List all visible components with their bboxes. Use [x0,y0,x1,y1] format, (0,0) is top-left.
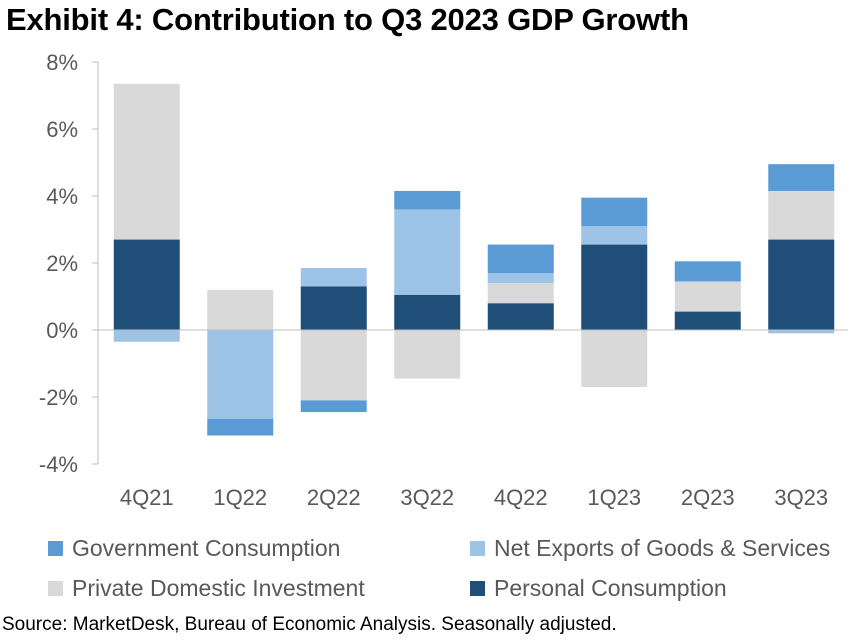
legend-swatch-personal-consumption [470,580,485,596]
bar-government-consumption-2q23 [674,261,741,282]
bar-private-domestic-investment-2q23 [674,281,741,312]
bar-private-domestic-investment-3q22 [394,330,461,379]
y-tick-label: -2% [39,385,78,410]
x-tick-label: 4Q22 [494,485,548,510]
bar-private-domestic-investment-1q23 [581,330,648,387]
bar-private-domestic-investment-2q22 [300,330,367,401]
legend-item-private-domestic-investment: Private Domestic Investment [48,573,365,603]
bar-net-exports-of-goods-services-4q22 [487,273,554,284]
x-tick-label: 2Q23 [681,485,735,510]
bar-personal-consumption-4q22 [487,303,554,330]
bar-private-domestic-investment-1q22 [207,289,274,330]
y-tick-label: 6% [46,117,78,142]
y-tick-label: 2% [46,251,78,276]
x-tick-label: 1Q22 [213,485,267,510]
y-tick-label: -4% [39,452,78,477]
bar-government-consumption-4q22 [487,244,554,274]
bar-private-domestic-investment-4q21 [113,83,180,240]
bar-personal-consumption-2q22 [300,286,367,330]
legend-swatch-government-consumption [48,540,63,556]
chart-title: Exhibit 4: Contribution to Q3 2023 GDP G… [6,2,689,37]
legend-label: Private Domestic Investment [72,574,365,601]
bar-government-consumption-2q22 [300,400,367,413]
bar-net-exports-of-goods-services-3q23 [768,330,835,334]
legend: Government Consumption Net Exports of Go… [0,528,868,618]
bar-net-exports-of-goods-services-4q21 [113,330,180,342]
bar-net-exports-of-goods-services-1q23 [581,226,648,245]
bar-personal-consumption-3q22 [394,294,461,330]
x-tick-label: 3Q23 [774,485,828,510]
y-tick-label: 0% [46,318,78,343]
bar-government-consumption-3q23 [768,164,835,191]
bar-government-consumption-3q22 [394,190,461,210]
bar-government-consumption-1q22 [207,418,274,436]
legend-label: Personal Consumption [494,574,727,601]
legend-label: Government Consumption [72,534,341,561]
bar-personal-consumption-4q21 [113,239,180,330]
bar-personal-consumption-2q23 [674,311,741,330]
x-tick-label: 2Q22 [307,485,361,510]
legend-swatch-private-domestic-investment [48,580,63,596]
bar-net-exports-of-goods-services-1q22 [207,330,274,419]
bar-government-consumption-1q23 [581,197,648,227]
x-tick-label: 3Q22 [400,485,454,510]
legend-swatch-net-exports [470,540,485,556]
x-tick-label: 1Q23 [587,485,641,510]
bar-net-exports-of-goods-services-2q22 [300,268,367,287]
stacked-bar-chart: -4% -2% 0% 2% 4% 6% 8% 4Q21 1Q22 2Q22 3Q22 4Q22 1Q23… [39,50,848,510]
legend-item-net-exports: Net Exports of Goods & Services [470,533,830,563]
y-tick-label: 8% [46,50,78,75]
bar-private-domestic-investment-3q23 [768,190,835,240]
legend-label: Net Exports of Goods & Services [494,534,831,561]
bar-private-domestic-investment-4q22 [487,283,554,304]
source-note: Source: MarketDesk, Bureau of Economic A… [2,614,617,635]
legend-item-government-consumption: Government Consumption [48,533,340,563]
bar-net-exports-of-goods-services-3q22 [394,209,461,295]
legend-item-personal-consumption: Personal Consumption [470,573,727,603]
y-tick-label: 4% [46,184,78,209]
x-tick-label: 4Q21 [120,485,174,510]
bar-personal-consumption-3q23 [768,239,835,330]
bar-personal-consumption-1q23 [581,244,648,330]
